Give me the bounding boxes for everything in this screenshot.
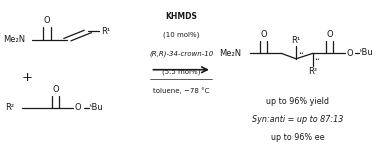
Text: (5.5 mol%): (5.5 mol%) [162,68,200,75]
Text: ••: •• [298,51,304,56]
Text: O: O [52,85,59,94]
Text: ••: •• [315,57,321,62]
Text: ᵗBu: ᵗBu [90,103,104,112]
Text: O: O [260,30,266,39]
Text: KHMDS: KHMDS [165,12,197,21]
Text: Syn:anti = up to 87:13: Syn:anti = up to 87:13 [252,115,343,124]
Text: up to 96% yield: up to 96% yield [266,97,329,106]
Text: O: O [326,30,333,39]
Text: R¹: R¹ [291,36,301,45]
Text: R²: R² [308,67,318,76]
Text: R²: R² [5,104,14,112]
Text: Me₂N: Me₂N [219,49,242,58]
Text: +: + [22,71,33,84]
Text: up to 96% ee: up to 96% ee [271,133,324,142]
Text: (R,R)-34-crown-10: (R,R)-34-crown-10 [149,51,213,57]
Text: toluene, −78 °C: toluene, −78 °C [153,88,209,94]
Text: O: O [347,49,353,58]
Text: (10 mol%): (10 mol%) [163,31,199,38]
Text: ᵗBu: ᵗBu [360,48,373,57]
Text: O: O [75,104,81,112]
Text: R¹: R¹ [101,27,110,36]
Text: Me₂N: Me₂N [3,35,25,44]
Text: O: O [43,16,50,25]
